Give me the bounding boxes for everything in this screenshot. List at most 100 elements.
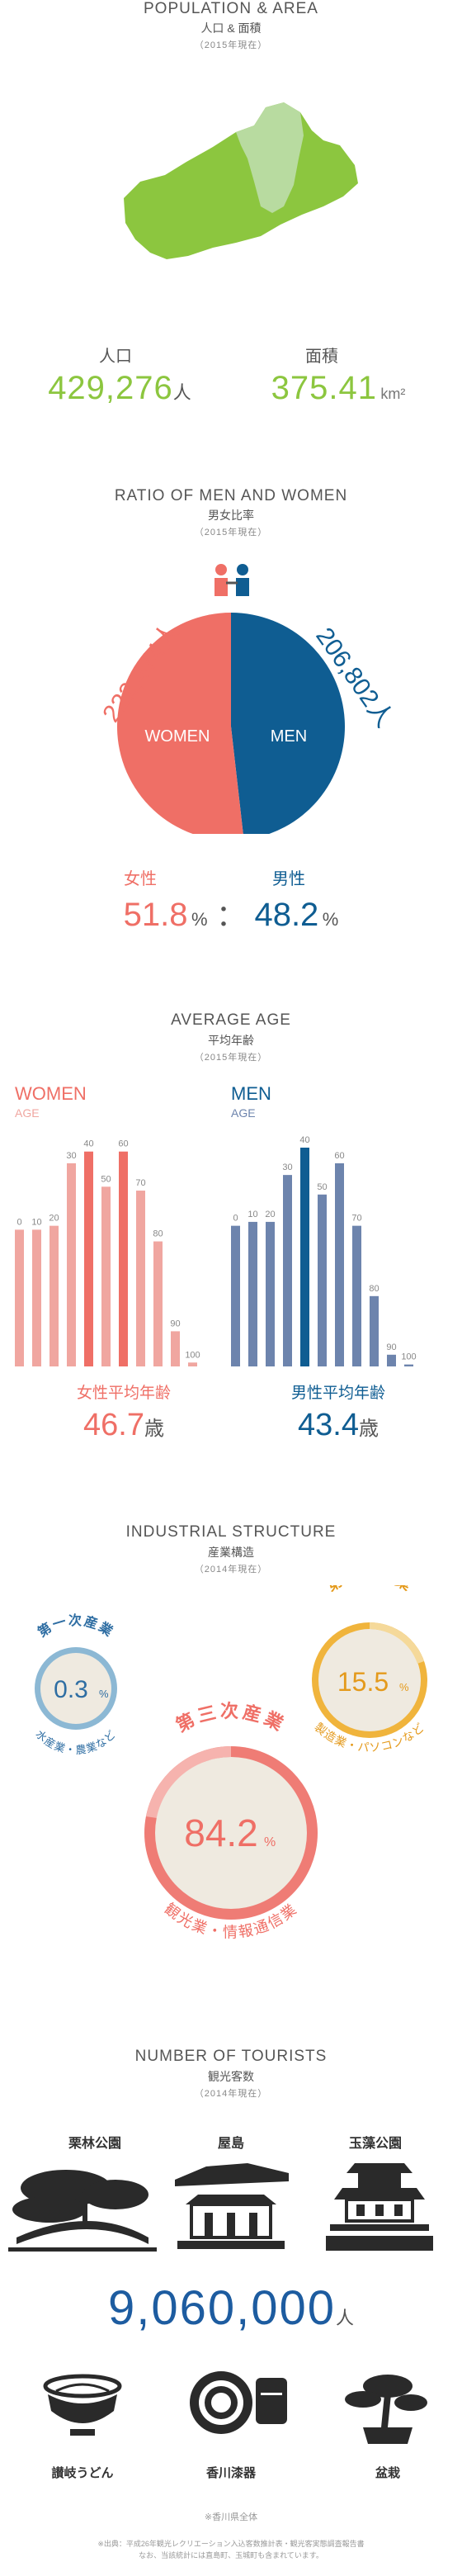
women-age-tick-20: 20 xyxy=(49,1214,59,1224)
men-age-tick-10: 10 xyxy=(248,1210,257,1219)
men-age-bar-40 xyxy=(300,1148,309,1366)
men-age-bar-50 xyxy=(318,1194,327,1366)
women-age-bar-60 xyxy=(119,1151,128,1366)
population-value: 429,276 xyxy=(48,370,173,406)
primary-label: 第一次産業 xyxy=(35,1612,116,1641)
ratio-colon: ： xyxy=(215,898,246,932)
tourists-total: 9,060,000人 xyxy=(0,2280,462,2336)
women-age-tick-80: 80 xyxy=(153,1229,163,1239)
women-age-header: WOMEN xyxy=(15,1083,87,1104)
tourists-subtitle: 観光客数 xyxy=(208,2070,254,2083)
men-age-bar-60 xyxy=(335,1163,344,1366)
age-subtitle: 平均年齢 xyxy=(208,1034,254,1047)
women-age-tick-100: 100 xyxy=(185,1350,200,1360)
tourists-total-unit: 人 xyxy=(336,2308,355,2328)
secondary-label: 第二次産業 xyxy=(324,1585,413,1594)
women-age-bar-70 xyxy=(136,1191,145,1366)
men-slice-label: MEN xyxy=(271,727,307,746)
ratio-subtitle: 男女比率 xyxy=(208,509,254,522)
industry-subtitle: 産業構造 xyxy=(208,1546,254,1559)
women-pct-unit: % xyxy=(191,909,208,930)
women-age-bar-10 xyxy=(32,1229,41,1366)
women-age-tick-30: 30 xyxy=(66,1151,76,1161)
women-age-bar-80 xyxy=(153,1241,163,1366)
area-value: 375.41 xyxy=(271,370,377,406)
population-figure: 429,276人 xyxy=(25,370,214,407)
women-age-tick-50: 50 xyxy=(101,1174,111,1184)
spot-tamamo-label: 玉藻公園 xyxy=(348,2137,402,2151)
source-note-1: ※出典：平成26年観光レクリエーション入込客数推計表・観光客実態調査報告書 xyxy=(97,2540,365,2548)
women-age-tick-70: 70 xyxy=(135,1178,145,1188)
women-age-bar-30 xyxy=(67,1163,76,1366)
age-note: （2015年現在） xyxy=(194,1053,268,1063)
women-age-bar-40 xyxy=(84,1151,93,1366)
primary-ring-inner xyxy=(40,1653,111,1724)
ratio-title: RATIO OF MEN AND WOMEN xyxy=(114,487,348,504)
men-age-tick-100: 100 xyxy=(401,1352,416,1362)
area-figure: 375.41 km² xyxy=(239,370,437,407)
tourists-note: （2014年現在） xyxy=(194,2089,268,2099)
people-icon xyxy=(214,564,249,596)
men-age-bar-30 xyxy=(283,1175,292,1366)
women-age-tick-90: 90 xyxy=(170,1319,180,1328)
primary-value: 0.3 xyxy=(54,1676,88,1703)
men-avg-value: 43.4 xyxy=(298,1408,359,1442)
men-age-tick-40: 40 xyxy=(299,1135,309,1145)
men-age-tick-60: 60 xyxy=(334,1151,344,1161)
men-age-header: MEN xyxy=(231,1083,271,1104)
women-slice-label: WOMEN xyxy=(145,727,210,746)
svg-text:第二次産業: 第二次産業 xyxy=(324,1585,415,1594)
women-age-bar-0 xyxy=(15,1229,24,1366)
men-pct: 48.2 xyxy=(254,897,319,933)
men-age-bar-70 xyxy=(352,1225,361,1366)
men-age-tick-50: 50 xyxy=(317,1182,327,1192)
bonsai-icon xyxy=(345,2375,427,2444)
primary-unit: % xyxy=(99,1688,109,1700)
population-title: POPULATION & AREA xyxy=(144,0,318,17)
women-age-bar-100 xyxy=(188,1362,197,1366)
men-pct-unit: % xyxy=(322,909,339,930)
women-age-bar-90 xyxy=(171,1331,180,1366)
secondary-value: 15.5 xyxy=(337,1667,389,1697)
tertiary-ring-inner xyxy=(155,1757,307,1909)
women-age-tick-60: 60 xyxy=(118,1139,128,1149)
tourists-title: NUMBER OF TOURISTS xyxy=(134,2048,328,2065)
population-label: 人口 xyxy=(99,348,132,366)
udon-bowl-icon xyxy=(43,2374,122,2436)
lacquerware-label: 香川漆器 xyxy=(205,2466,256,2480)
women-avg-value: 46.7 xyxy=(83,1408,144,1442)
secondary-ring-inner xyxy=(318,1629,421,1731)
men-age-bar-0 xyxy=(231,1225,240,1366)
women-age-sub: AGE xyxy=(15,1106,40,1120)
men-jp-label: 男性 xyxy=(272,870,305,888)
secondary-unit: % xyxy=(399,1681,409,1693)
bonsai-label: 盆栽 xyxy=(375,2466,400,2480)
population-subtitle: 人口 & 面積 xyxy=(200,21,262,35)
udon-label: 讃岐うどん xyxy=(51,2466,114,2480)
men-avg-label: 男性平均年齢 xyxy=(290,1385,385,1402)
industry-rings: 第一次産業 0.3 % 水産業・農業など 第二次産業 15.5 % 製造業・パソ… xyxy=(33,1585,427,1940)
scope-note: ※香川県全体 xyxy=(204,2512,258,2522)
women-age-bar-20 xyxy=(50,1225,59,1366)
men-age-bars: 0 10 20 30 40 50 60 70 80 90 100 xyxy=(231,1135,417,1366)
women-age-bar-50 xyxy=(101,1186,111,1366)
ratio-note: （2015年現在） xyxy=(194,528,268,537)
men-age-bar-100 xyxy=(404,1364,413,1366)
area-unit: km² xyxy=(380,386,406,402)
women-avg-label: 女性平均年齢 xyxy=(76,1385,171,1402)
age-title: AVERAGE AGE xyxy=(171,1011,291,1029)
kagawa-map-icon xyxy=(124,102,358,259)
men-age-tick-20: 20 xyxy=(265,1210,275,1219)
men-age-bar-20 xyxy=(266,1221,275,1366)
men-age-tick-70: 70 xyxy=(351,1214,361,1224)
svg-text:第三次産業: 第三次産業 xyxy=(172,1701,290,1735)
women-jp-label: 女性 xyxy=(124,870,157,888)
women-avg-figure: 46.7歳 xyxy=(50,1408,198,1443)
spot-yashima-label: 屋島 xyxy=(217,2137,244,2151)
men-age-bar-10 xyxy=(248,1221,257,1366)
population-unit: 人 xyxy=(172,382,191,403)
tertiary-label: 第三次産業 xyxy=(172,1701,286,1735)
pie-slice-men xyxy=(231,613,345,834)
women-pct: 51.8 xyxy=(123,897,188,933)
women-age-bars: 0 10 20 30 40 50 60 70 80 90 100 xyxy=(15,1139,200,1366)
